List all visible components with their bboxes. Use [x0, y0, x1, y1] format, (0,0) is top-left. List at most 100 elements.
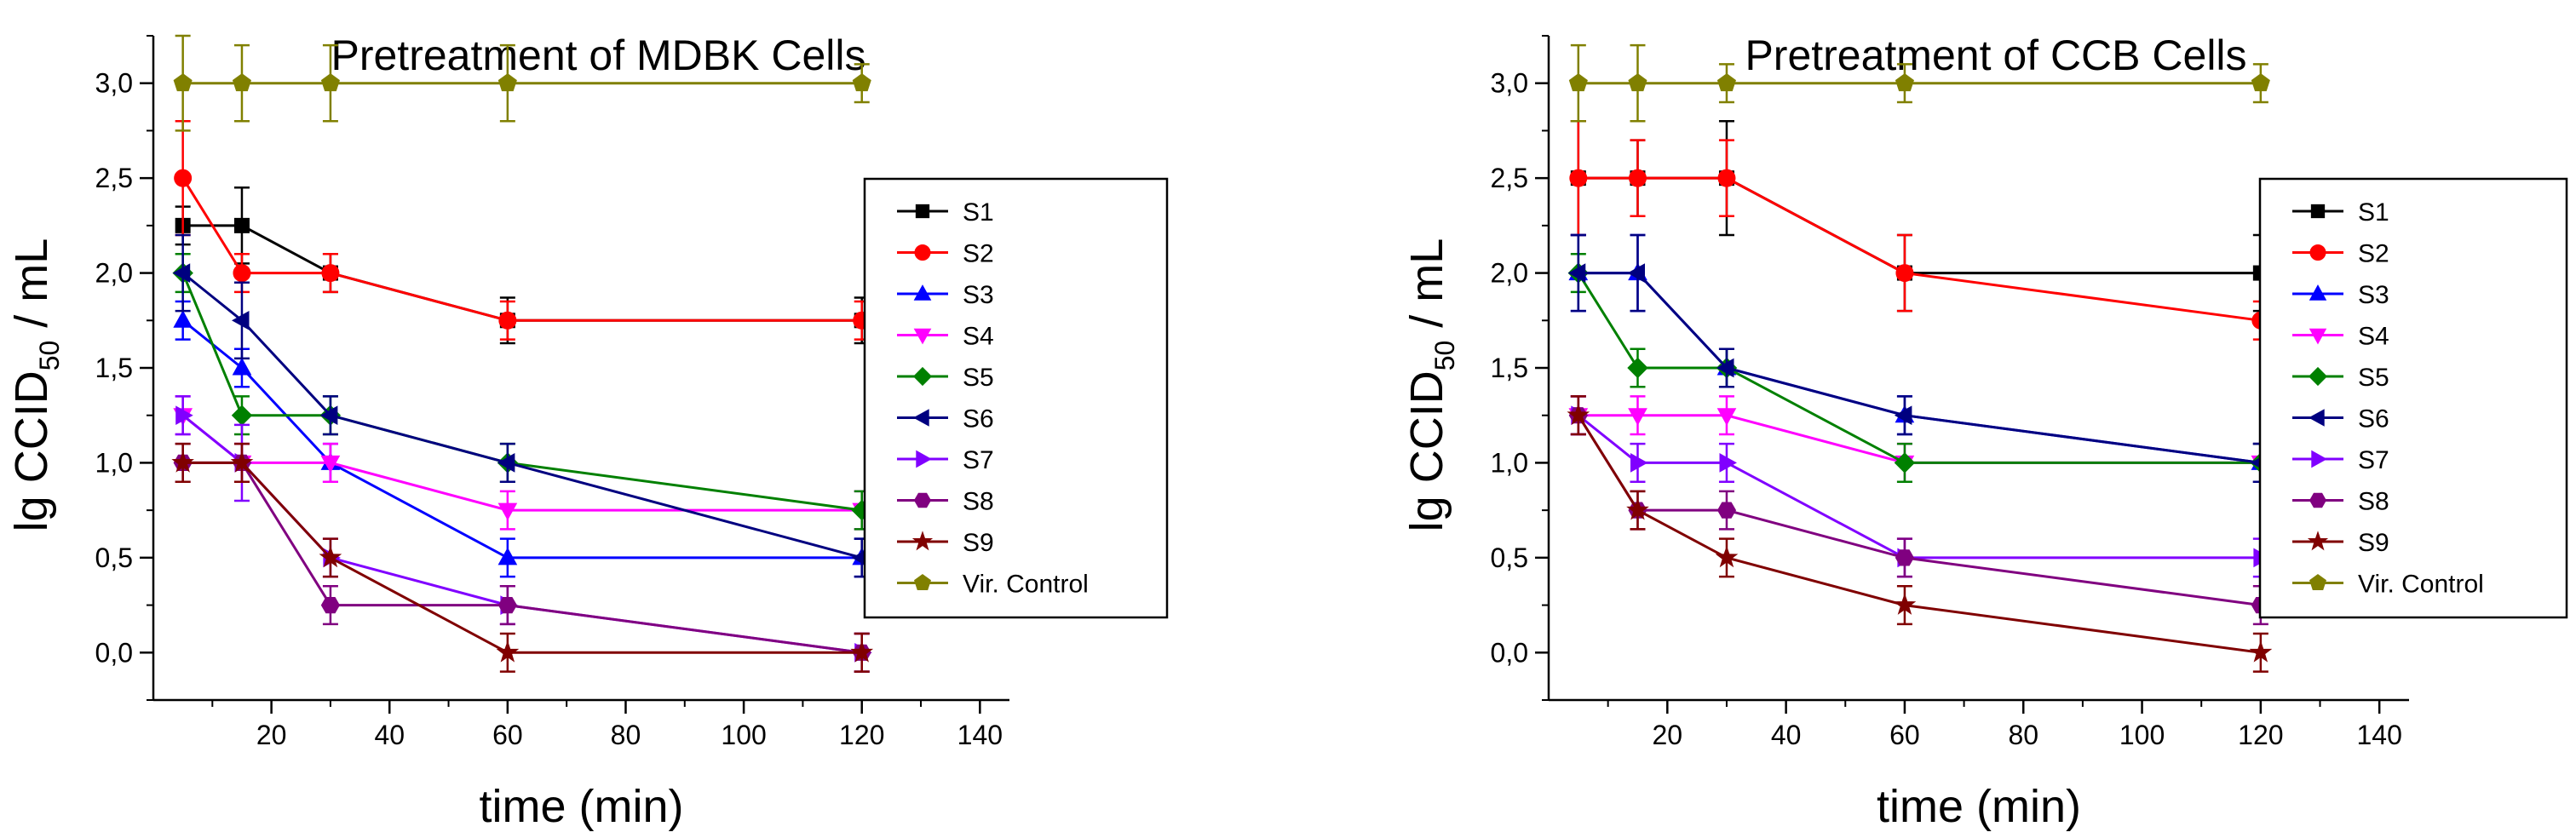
- y-tick-label: 3,0: [1491, 68, 1528, 99]
- data-point: [497, 547, 518, 565]
- x-tick-label: 140: [957, 720, 1003, 750]
- series-s5: [172, 253, 872, 531]
- data-point: [320, 73, 340, 92]
- series-s3: [173, 300, 872, 578]
- legend-marker: [2309, 492, 2326, 508]
- series-vir-control: [173, 34, 871, 132]
- legend-label: S8: [963, 488, 994, 516]
- series-s7: [1570, 395, 2271, 578]
- data-point: [320, 597, 340, 614]
- data-point: [496, 640, 520, 663]
- x-tick-label: 60: [1889, 720, 1920, 750]
- legend-label: S5: [963, 364, 994, 392]
- legend-marker: [913, 328, 932, 345]
- data-point: [231, 310, 250, 330]
- legend-marker: [2307, 531, 2329, 551]
- legend-label: S4: [2358, 323, 2389, 351]
- legend-marker: [2309, 284, 2327, 301]
- data-point: [321, 264, 340, 283]
- series-line: [1578, 176, 2262, 322]
- data-point: [319, 545, 342, 568]
- data-point: [232, 73, 251, 92]
- data-point: [1716, 408, 1737, 426]
- legend-label: S2: [963, 240, 994, 268]
- legend-marker: [914, 573, 931, 590]
- data-point: [1716, 73, 1736, 92]
- data-point: [2251, 73, 2270, 92]
- data-point: [1719, 453, 1738, 473]
- data-point: [175, 405, 193, 426]
- series-s5: [1567, 253, 2272, 483]
- series-line: [181, 319, 862, 560]
- legend-marker: [2309, 328, 2327, 345]
- legend-label: S9: [963, 529, 994, 557]
- data-point: [1895, 73, 1914, 92]
- legend-marker: [913, 492, 932, 508]
- data-point: [233, 264, 251, 283]
- legend-label: S7: [2358, 446, 2389, 474]
- series-s4: [1568, 395, 2271, 483]
- x-tick-label: 80: [2008, 720, 2038, 750]
- series-s9: [1567, 395, 2273, 673]
- legend: S1 S2 S3 S4 S5 S6 S7 S8 S9 Vir. Control: [863, 177, 1169, 619]
- data-point: [1630, 453, 1648, 473]
- data-point: [1893, 593, 1917, 615]
- legend-marker: [916, 450, 932, 468]
- y-tick-label: 0,0: [1491, 637, 1528, 668]
- legend: S1 S2 S3 S4 S5 S6 S7 S8 S9 Vir. Control: [2258, 177, 2568, 619]
- y-axis-label: lg CCID50 / mL: [1401, 238, 1460, 532]
- x-tick-label: 100: [2119, 720, 2165, 750]
- y-tick-label: 1,5: [95, 353, 133, 383]
- legend-label: S1: [963, 198, 994, 227]
- legend-marker: [2310, 204, 2326, 219]
- y-tick-label: 1,0: [95, 447, 133, 478]
- y-tick-label: 2,0: [1491, 258, 1528, 289]
- series-vir-control: [1568, 43, 2270, 123]
- data-point: [1715, 545, 1739, 568]
- y-tick-label: 0,5: [1491, 542, 1528, 573]
- legend-label: S1: [2358, 198, 2389, 227]
- y-tick-label: 2,0: [95, 258, 133, 289]
- data-point: [498, 311, 517, 330]
- data-point: [233, 217, 250, 233]
- data-point: [173, 73, 193, 92]
- data-point: [320, 455, 341, 474]
- series-line: [1577, 414, 2262, 607]
- data-point: [852, 73, 871, 92]
- legend-label: Vir. Control: [963, 571, 1089, 599]
- data-point: [173, 310, 193, 328]
- series-s2: [1569, 120, 2270, 341]
- x-tick-label: 60: [492, 720, 523, 750]
- legend-marker: [2309, 244, 2326, 261]
- data-point: [1568, 73, 1588, 92]
- x-tick-label: 20: [1653, 720, 1683, 750]
- y-axis-label: lg CCID50 / mL: [6, 238, 65, 532]
- legend-marker: [913, 409, 929, 427]
- data-point: [172, 263, 191, 283]
- data-point: [1628, 169, 1647, 187]
- chart-ccb: 0,0 0,5 1,0 1,5 2,0 2,5 3,0 20 40 60 80 100 120 140 Pr…: [1401, 32, 2568, 832]
- y-tick-label: 1,0: [1491, 447, 1528, 478]
- data-point: [319, 405, 338, 426]
- x-tick-label: 80: [611, 720, 641, 750]
- legend-marker: [913, 284, 932, 301]
- legend-label: S2: [2358, 240, 2389, 268]
- data-point: [2249, 640, 2273, 663]
- data-point: [232, 357, 252, 376]
- legend-label: S7: [963, 446, 994, 474]
- series-s1: [1570, 120, 2268, 313]
- legend-label: S9: [2358, 529, 2389, 557]
- legend-marker: [912, 366, 933, 387]
- series-line: [1578, 414, 2261, 464]
- y-tick-label: 2,5: [1491, 163, 1528, 193]
- series-line: [1577, 414, 2261, 560]
- series-line: [1577, 414, 2262, 654]
- data-point: [1627, 263, 1645, 283]
- data-point: [1894, 452, 1916, 474]
- y-tick-label: 2,5: [95, 163, 133, 193]
- chart-title: Pretreatment of CCB Cells: [1745, 32, 2246, 79]
- data-point: [231, 405, 253, 426]
- data-point: [1567, 263, 1586, 283]
- data-point: [1894, 405, 1912, 426]
